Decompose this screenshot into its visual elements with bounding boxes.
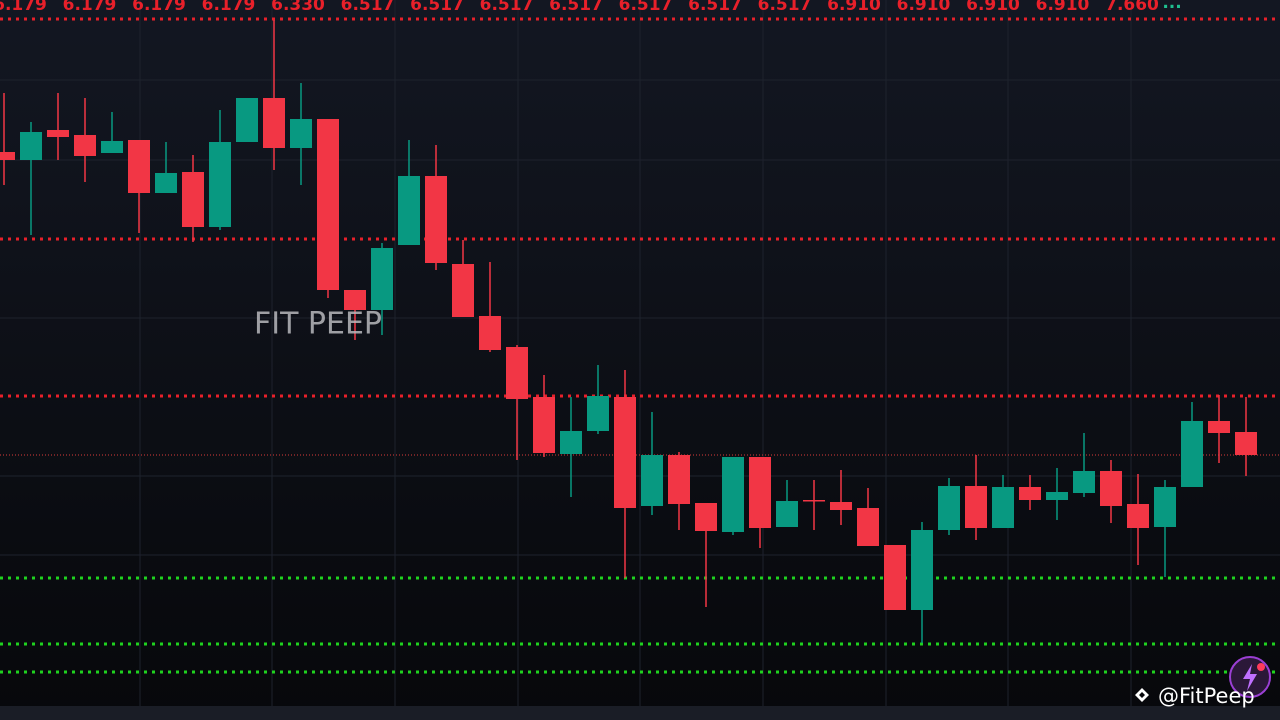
app-icon-dot (1257, 663, 1265, 671)
candle-body (695, 503, 717, 531)
price-label: 6.517 (410, 0, 464, 15)
candle-body (722, 457, 744, 532)
candle-body (1019, 487, 1041, 500)
candle-body (857, 508, 879, 546)
candle-body (47, 130, 69, 137)
price-label: 6.517 (549, 0, 603, 15)
price-label: 6.179 (132, 0, 186, 15)
candle-body (803, 500, 825, 502)
price-label: 6.179 (0, 0, 47, 15)
candle-body (560, 431, 582, 454)
candle-body (182, 172, 204, 227)
price-label: 7.660 (1105, 0, 1159, 15)
brand-logo (1135, 688, 1149, 702)
candle-body (236, 98, 258, 142)
candle-body (479, 316, 501, 350)
price-label: 6.910 (1036, 0, 1090, 15)
candle-body (398, 176, 420, 245)
candle-body (1046, 492, 1068, 500)
candle-body (290, 119, 312, 148)
price-label: 6.517 (480, 0, 534, 15)
candle-body (155, 173, 177, 193)
candle-body (587, 396, 609, 431)
candle-body (641, 455, 663, 506)
candle-body (938, 486, 960, 530)
candle-body (1181, 421, 1203, 487)
price-label: 6.517 (341, 0, 395, 15)
price-label: 6.910 (897, 0, 951, 15)
candle-body (533, 397, 555, 453)
app-icon-bolt (1243, 664, 1257, 691)
price-label: 6.517 (758, 0, 812, 15)
candle-body (506, 347, 528, 399)
candle-body (317, 119, 339, 290)
price-label: 6.179 (202, 0, 256, 15)
candle-body (830, 502, 852, 510)
candle-body (425, 176, 447, 263)
candle-body (911, 530, 933, 610)
more-label: ... (1162, 0, 1181, 13)
candle-body (20, 132, 42, 160)
candle-body (1073, 471, 1095, 493)
candle-body (1208, 421, 1230, 433)
candle-body (1235, 432, 1257, 455)
candle-body (992, 487, 1014, 528)
candle-body (965, 486, 987, 528)
candle-body (0, 152, 15, 160)
candle-body (128, 140, 150, 193)
candle-body (1100, 471, 1122, 506)
price-label: 6.517 (619, 0, 673, 15)
candle-body (884, 545, 906, 610)
candle-body (209, 142, 231, 227)
candle-body (749, 457, 771, 528)
candle-body (1154, 487, 1176, 527)
candle-body (776, 501, 798, 527)
price-label: 6.517 (688, 0, 742, 15)
candle-body (74, 135, 96, 156)
price-label: 6.179 (63, 0, 117, 15)
candle-body (1127, 504, 1149, 528)
candle-body (101, 141, 123, 153)
candle-body (263, 98, 285, 148)
watermark: FIT PEEP (254, 307, 382, 342)
handle: @FitPeep (1158, 684, 1255, 708)
price-label: 6.910 (966, 0, 1020, 15)
candle-body (668, 455, 690, 504)
candle-body (344, 290, 366, 310)
candle-body (614, 397, 636, 508)
candle-body (371, 248, 393, 310)
bottom-strip (0, 706, 1280, 720)
candle-body (452, 264, 474, 317)
price-label: 6.330 (271, 0, 325, 15)
price-label: 6.910 (827, 0, 881, 15)
